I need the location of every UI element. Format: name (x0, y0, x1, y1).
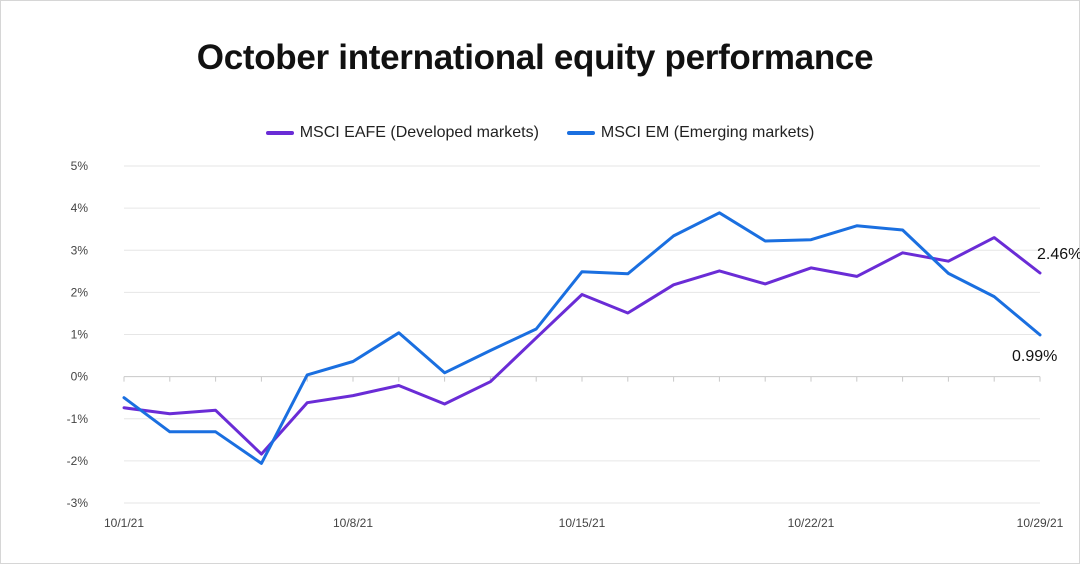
y-tick-label: -2% (67, 454, 89, 468)
x-tick-label: 10/22/21 (788, 516, 835, 530)
x-tick-label: 10/1/21 (104, 516, 144, 530)
legend-item-em: MSCI EM (Emerging markets) (566, 124, 815, 142)
y-tick-label: 2% (71, 285, 89, 299)
series-line-eafe (122, 236, 1042, 456)
chart-legend: MSCI EAFE (Developed markets) MSCI EM (E… (0, 124, 1080, 142)
legend-swatch-eafe (265, 131, 294, 135)
legend-swatch-em (566, 131, 595, 135)
end-label-em: 0.99% (1012, 348, 1057, 365)
legend-label-em: MSCI EM (Emerging markets) (600, 124, 815, 141)
y-tick-label: -3% (67, 496, 89, 510)
legend-item-eafe: MSCI EAFE (Developed markets) (265, 124, 539, 142)
y-tick-label: -1% (67, 412, 89, 426)
chart-title: October international equity performance (196, 38, 874, 77)
legend-label-eafe: MSCI EAFE (Developed markets) (299, 124, 539, 141)
y-tick-label: 0% (71, 370, 89, 384)
y-tick-label: 3% (71, 243, 89, 257)
series-line-em (122, 211, 1042, 465)
x-tick-label: 10/29/21 (1017, 516, 1064, 530)
x-tick-label: 10/8/21 (333, 516, 373, 530)
y-tick-label: 5% (71, 159, 89, 173)
end-label-eafe: 2.46% (1037, 246, 1080, 263)
y-tick-label: 4% (71, 201, 89, 215)
y-tick-label: 1% (71, 328, 89, 342)
x-tick-label: 10/15/21 (559, 516, 606, 530)
